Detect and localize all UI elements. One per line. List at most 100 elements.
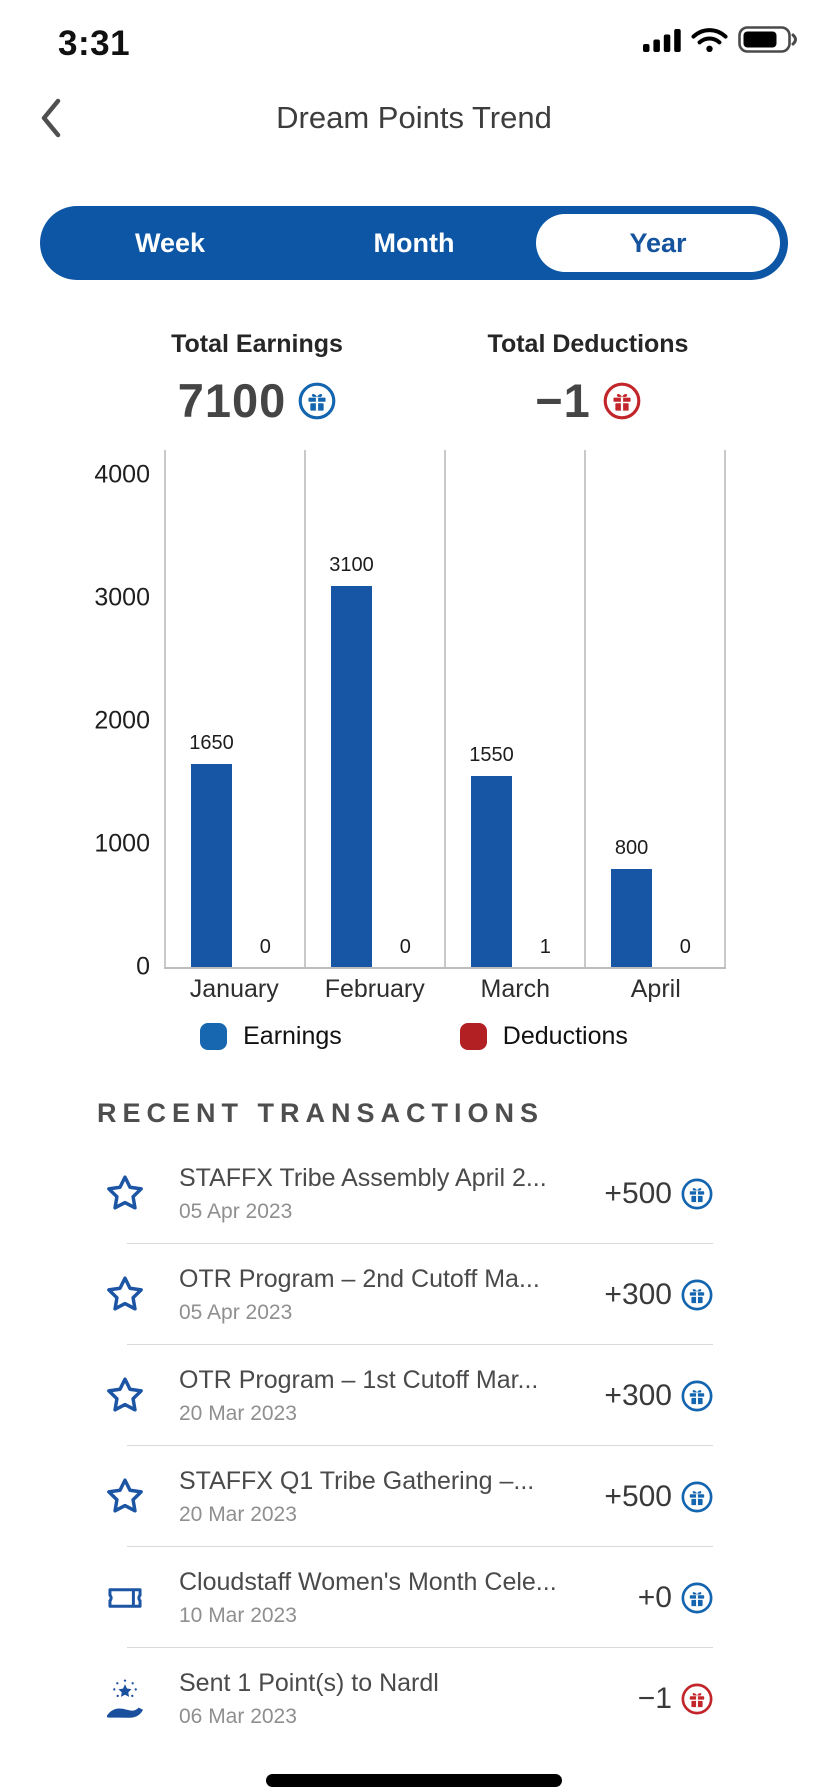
tab-year[interactable]: Year — [536, 214, 780, 272]
total-earnings-value: 7100 — [177, 374, 287, 427]
transaction-amount: +500 — [604, 1479, 672, 1513]
transaction-text: Sent 1 Point(s) to Nardl 06 Mar 2023 — [179, 1669, 626, 1729]
gift-circle-icon — [681, 1380, 713, 1412]
gift-circle-icon — [681, 1279, 713, 1311]
transaction-date: 05 Apr 2023 — [179, 1199, 293, 1223]
tab-month[interactable]: Month — [292, 214, 536, 272]
transaction-row[interactable]: STAFFX Q1 Tribe Gathering –... 20 Mar 20… — [97, 1446, 713, 1547]
nav-bar: Dream Points Trend — [0, 92, 828, 144]
deduction-value-label: 1 — [539, 936, 551, 958]
recent-transactions-heading: RECENT TRANSACTIONS — [97, 1098, 545, 1128]
transaction-row[interactable]: OTR Program – 1st Cutoff Mar... 20 Mar 2… — [97, 1345, 713, 1446]
transaction-date: 10 Mar 2023 — [179, 1603, 297, 1627]
transaction-amount: +0 — [637, 1580, 672, 1614]
transaction-amount-box: +500 — [604, 1177, 713, 1211]
chart-legend: Earnings Deductions — [0, 1022, 828, 1051]
clock-time: 3:31 — [58, 24, 131, 63]
legend-label: Earnings — [243, 1022, 342, 1050]
transaction-date: 20 Mar 2023 — [179, 1401, 297, 1425]
back-button[interactable] — [36, 96, 66, 140]
transaction-row[interactable]: STAFFX Tribe Assembly April 2... 05 Apr … — [97, 1143, 713, 1244]
transaction-amount-box: +500 — [604, 1480, 713, 1514]
month-label: April — [630, 974, 681, 1003]
y-axis: 0 1000 2000 3000 4000 — [94, 450, 164, 980]
bar-value-label: 800 — [614, 836, 649, 859]
transactions-list: STAFFX Tribe Assembly April 2... 05 Apr … — [97, 1143, 713, 1749]
star-icon — [102, 1474, 148, 1520]
deduction-value-label: 0 — [679, 936, 691, 958]
home-indicator[interactable] — [266, 1774, 562, 1787]
cellular-signal-icon — [643, 27, 681, 58]
gift-circle-icon — [681, 1481, 713, 1513]
total-earnings-block: Total Earnings 7100 — [97, 330, 417, 428]
status-icons — [643, 26, 800, 58]
month-label: February — [324, 974, 425, 1003]
transaction-row[interactable]: Sent 1 Point(s) to Nardl 06 Mar 2023 −1 — [97, 1648, 713, 1749]
battery-icon — [738, 26, 800, 58]
transaction-title: OTR Program – 1st Cutoff Mar... — [179, 1365, 539, 1394]
tab-week[interactable]: Week — [48, 214, 292, 272]
transaction-text: Cloudstaff Women's Month Cele... 10 Mar … — [179, 1568, 626, 1628]
legend-item-deductions: Deductions — [459, 1022, 628, 1051]
transaction-type-icon-box — [97, 1171, 153, 1217]
legend-item-earnings: Earnings — [200, 1022, 342, 1051]
transaction-type-icon-box — [97, 1474, 153, 1520]
transaction-amount: +300 — [604, 1378, 672, 1412]
legend-label: Deductions — [502, 1022, 628, 1050]
transaction-title: STAFFX Tribe Assembly April 2... — [179, 1163, 547, 1192]
chart-column-january: 1650 0 — [164, 450, 306, 967]
transaction-title: OTR Program – 2nd Cutoff Ma... — [179, 1264, 540, 1293]
deduction-value-label: 0 — [259, 936, 271, 958]
earnings-bar — [190, 763, 233, 967]
star-icon — [102, 1171, 148, 1217]
y-axis-tick-label: 3000 — [94, 583, 150, 612]
gift-circle-icon — [681, 1178, 713, 1210]
total-deductions-label: Total Deductions — [487, 330, 689, 358]
chart-column-april: 800 0 — [586, 450, 726, 967]
transaction-text: OTR Program – 2nd Cutoff Ma... 05 Apr 20… — [179, 1265, 592, 1325]
back-chevron-icon — [37, 98, 65, 143]
month-label: January — [189, 974, 279, 1003]
transaction-type-icon-box — [97, 1676, 153, 1722]
legend-swatch-icon — [459, 1023, 487, 1050]
transaction-amount-box: +0 — [638, 1581, 713, 1615]
total-earnings-label: Total Earnings — [171, 330, 343, 358]
transaction-amount: +300 — [604, 1277, 672, 1311]
wifi-icon — [691, 27, 728, 58]
transaction-row[interactable]: Cloudstaff Women's Month Cele... 10 Mar … — [97, 1547, 713, 1648]
transaction-date: 06 Mar 2023 — [179, 1704, 297, 1728]
earnings-bar — [470, 776, 513, 967]
transaction-title: STAFFX Q1 Tribe Gathering –... — [179, 1466, 535, 1495]
bar-value-label: 1550 — [469, 744, 514, 767]
transaction-amount: −1 — [637, 1681, 672, 1715]
chart-column-march: 1550 1 — [446, 450, 586, 967]
transaction-type-icon-box — [97, 1577, 153, 1619]
transaction-text: OTR Program – 1st Cutoff Mar... 20 Mar 2… — [179, 1366, 592, 1426]
page-title: Dream Points Trend — [276, 100, 552, 135]
points-trend-bar-chart: 0 1000 2000 3000 4000 1650 0 3100 0 1550 1 800 0 Ja… — [94, 450, 726, 1009]
transaction-type-icon-box — [97, 1272, 153, 1318]
transaction-date: 05 Apr 2023 — [179, 1300, 293, 1324]
transaction-date: 20 Mar 2023 — [179, 1502, 297, 1526]
gift-circle-icon — [681, 1683, 713, 1715]
status-bar: 3:31 — [0, 18, 828, 64]
earnings-bar — [330, 585, 373, 967]
bar-value-label: 1650 — [189, 731, 234, 754]
plot-area: 1650 0 3100 0 1550 1 800 0 — [164, 450, 726, 969]
recent-transactions-section: RECENT TRANSACTIONS STAFFX Tribe Assembl… — [97, 1098, 713, 1749]
transaction-text: STAFFX Q1 Tribe Gathering –... 20 Mar 20… — [179, 1467, 592, 1527]
transaction-row[interactable]: OTR Program – 2nd Cutoff Ma... 05 Apr 20… — [97, 1244, 713, 1345]
gift-circle-icon — [298, 382, 336, 420]
transaction-amount-box: −1 — [638, 1682, 713, 1716]
x-axis: January February March April — [164, 969, 726, 1009]
transaction-title: Cloudstaff Women's Month Cele... — [179, 1567, 557, 1596]
y-axis-tick-label: 0 — [136, 952, 150, 981]
chart-column-february: 3100 0 — [306, 450, 446, 967]
transaction-amount-box: +300 — [604, 1379, 713, 1413]
legend-swatch-icon — [200, 1023, 228, 1050]
total-deductions-block: Total Deductions −1 — [428, 330, 748, 428]
ticket-icon — [101, 1577, 149, 1619]
transaction-amount: +500 — [604, 1176, 672, 1210]
gift-circle-icon — [603, 382, 641, 420]
